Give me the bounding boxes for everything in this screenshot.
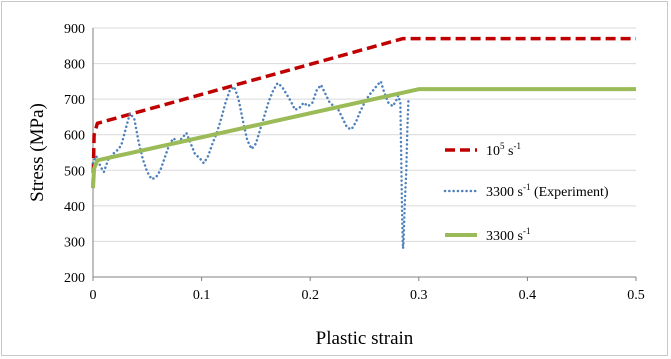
series-layer [91,36,636,250]
legend-label-1: 105 s-1 [486,141,521,159]
tick-labels: 200 300 400 500 600 700 800 900 0 0.1 0.2 0.3 0.4 0.5 [64,22,645,303]
legend-label-3: 3300 s-1 [486,226,530,244]
x-axis-title: Plastic strain [316,328,414,349]
series-line-2 [91,80,410,250]
y-tick-label-700: 700 [64,93,85,108]
y-tick-label-200: 200 [64,271,85,286]
y-tick-label-900: 900 [64,22,85,37]
y-tick-label-500: 500 [64,164,85,179]
x-tick-label-0.5: 0.5 [627,288,645,303]
y-axis-title: Stress (MPa) [27,103,48,202]
x-tick-label-0.3: 0.3 [410,288,428,303]
grid-lines [93,27,636,242]
x-tick-label-0.1: 0.1 [193,288,211,303]
series-line-1 [91,36,636,189]
x-tick-label-0: 0 [90,288,97,303]
legend-label-2: 3300 s-1 (Experiment) [486,182,609,200]
x-tick-label-0.2: 0.2 [301,288,319,303]
x-tick-label-0.4: 0.4 [519,288,537,303]
series-line-3 [91,87,636,189]
y-tick-label-300: 300 [64,235,85,250]
y-tick-label-800: 800 [64,58,85,73]
plot-axes [92,28,637,281]
y-tick-label-600: 600 [64,129,85,144]
legend: 105 s-1 3300 s-1 (Experiment) 3300 s-1 [443,141,609,244]
y-tick-label-400: 400 [64,200,85,215]
